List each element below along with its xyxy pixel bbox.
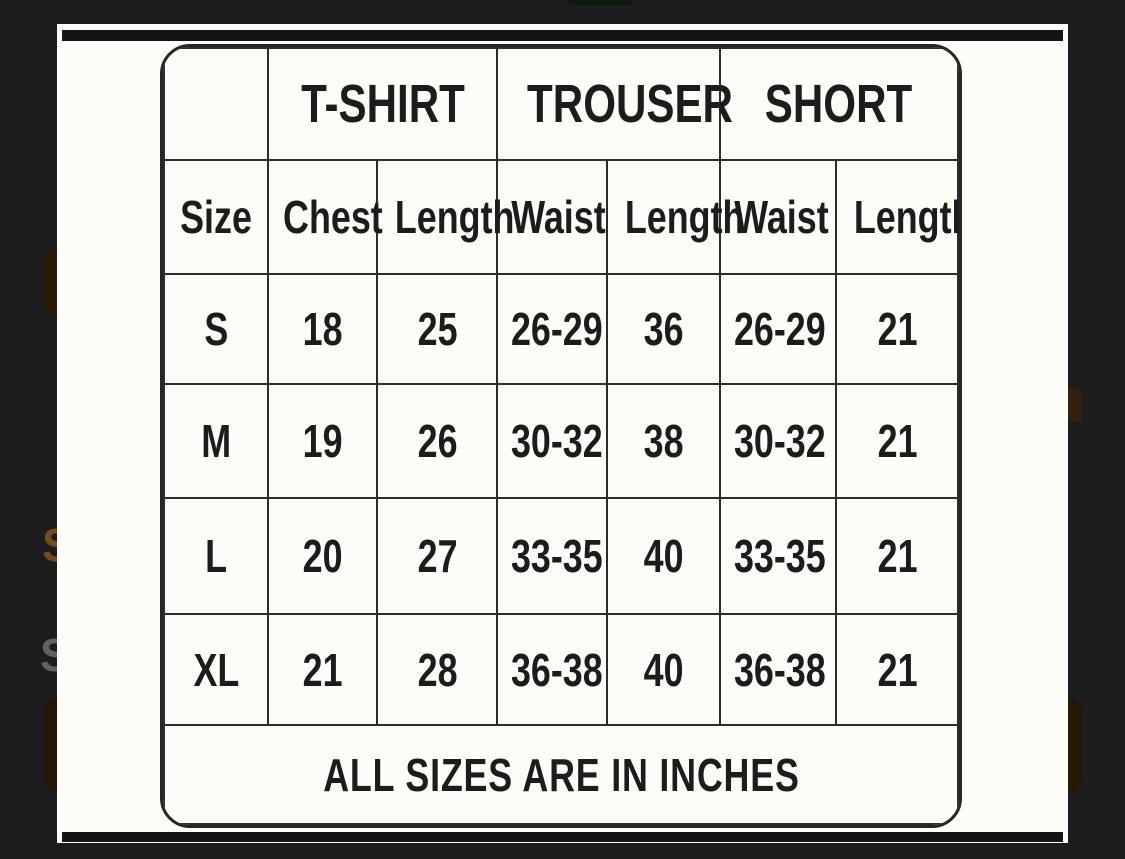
data-cell: 19 bbox=[267, 382, 378, 500]
data-cell: 20 bbox=[267, 497, 378, 615]
group-label: SHORT bbox=[765, 73, 913, 134]
data-cell: 38 bbox=[606, 382, 721, 500]
column-header-length: Length bbox=[606, 158, 744, 275]
top-rule bbox=[62, 30, 1063, 41]
data-cell: 21 bbox=[835, 382, 959, 500]
data-cell: 30-32 bbox=[718, 382, 838, 500]
group-header-short: SHORT bbox=[718, 47, 959, 161]
data-cell: 26-29 bbox=[496, 272, 609, 385]
size-cell: XL bbox=[163, 612, 269, 727]
table-row-m: M 19 26 30-32 38 30-32 21 bbox=[163, 382, 959, 500]
data-cell: 40 bbox=[606, 612, 721, 727]
size-chart-table: T-SHIRT TROUSER SHORT Size Chest Length … bbox=[160, 44, 962, 828]
data-cell: 26 bbox=[375, 382, 499, 500]
dimmed-status-indicator bbox=[568, 0, 633, 5]
data-cell: 21 bbox=[835, 612, 959, 727]
column-header-waist: Waist bbox=[496, 158, 609, 275]
table-row-s: S 18 25 26-29 36 26-29 21 bbox=[163, 272, 959, 385]
data-cell: 28 bbox=[375, 612, 499, 727]
table-row-l: L 20 27 33-35 40 33-35 21 bbox=[163, 497, 959, 615]
data-cell: 33-35 bbox=[718, 497, 838, 615]
data-cell: 21 bbox=[835, 497, 959, 615]
group-label: T-SHIRT bbox=[300, 73, 465, 134]
table-row-xl: XL 21 28 36-38 40 36-38 21 bbox=[163, 612, 959, 727]
data-cell: 21 bbox=[267, 612, 378, 727]
column-header-length: Length bbox=[375, 158, 514, 275]
data-cell: 36-38 bbox=[496, 612, 609, 727]
footer-note: ALL SIZES ARE IN INCHES bbox=[163, 724, 959, 825]
data-cell: 33-35 bbox=[496, 497, 609, 615]
data-cell: 18 bbox=[267, 272, 378, 385]
dimmed-mark-right-edge bbox=[1068, 388, 1082, 422]
data-cell: 36 bbox=[606, 272, 721, 385]
column-header-length: Length bbox=[835, 158, 959, 275]
column-header-size: Size bbox=[163, 158, 269, 275]
corner-cell bbox=[163, 47, 269, 161]
size-cell: L bbox=[163, 497, 269, 615]
size-cell: M bbox=[163, 382, 269, 500]
data-cell: 36-38 bbox=[718, 612, 838, 727]
group-header-tshirt: T-SHIRT bbox=[266, 47, 499, 161]
bottom-rule bbox=[62, 832, 1063, 842]
group-label: TROUSER bbox=[527, 73, 734, 134]
data-cell: 26-29 bbox=[718, 272, 838, 385]
data-cell: 21 bbox=[835, 272, 959, 385]
data-cell: 40 bbox=[606, 497, 721, 615]
column-header-waist: Waist bbox=[718, 158, 838, 275]
data-cell: 27 bbox=[375, 497, 499, 615]
data-cell: 30-32 bbox=[496, 382, 609, 500]
column-header-chest: Chest bbox=[267, 158, 383, 275]
size-cell: S bbox=[163, 272, 269, 385]
group-header-trouser: TROUSER bbox=[496, 47, 733, 161]
size-chart-image[interactable]: T-SHIRT TROUSER SHORT Size Chest Length … bbox=[57, 24, 1068, 843]
data-cell: 25 bbox=[375, 272, 499, 385]
